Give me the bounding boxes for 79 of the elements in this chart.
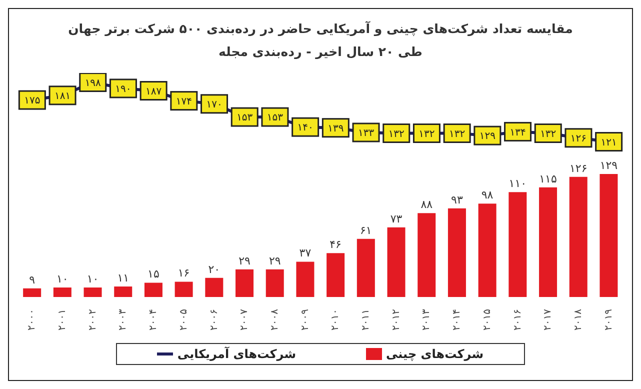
data-label: ۱۲۹ [600, 159, 618, 172]
data-label: ۱۵ [148, 268, 160, 281]
data-label: ۲۹ [238, 254, 251, 268]
chart-subtitle: طی ۲۰ سال اخیر - رده‌بندی مجله [218, 44, 424, 59]
x-tick-label: ۲۰۰۳ [118, 308, 129, 330]
legend-label: شرکت‌های آمریکایی [177, 347, 296, 361]
data-label: ۳۷ [299, 246, 312, 260]
data-label: ۱۳۴ [510, 127, 526, 138]
x-tick-label: ۲۰۱۲ [390, 309, 402, 330]
x-tick-label: ۲۰۱۴ [452, 309, 463, 330]
legend-label: شرکت‌های چینی [386, 347, 484, 361]
data-label: ۱۸۷ [146, 86, 162, 98]
x-tick-label: ۲۰۰۱ [57, 309, 68, 330]
bar [23, 288, 42, 297]
x-tick-label: ۲۰۱۸ [572, 308, 584, 330]
data-label: ۱۰ [86, 272, 99, 286]
data-label: ۱۳۳ [358, 128, 375, 140]
x-tick-label: ۲۰۱۹ [603, 309, 614, 330]
x-tick-label: ۲۰۰۲ [87, 309, 98, 330]
data-label: ۱۱۵ [539, 172, 557, 186]
bar [448, 208, 466, 297]
x-tick-label: ۲۰۱۳ [421, 308, 432, 330]
x-tick-label: ۲۰۱۷ [542, 308, 554, 330]
x-tick-label: ۲۰۰۷ [239, 308, 250, 330]
bar [266, 269, 284, 297]
data-label: ۱۹۰ [115, 84, 132, 95]
data-label: ۱۰ [56, 272, 68, 286]
bar [53, 287, 72, 297]
data-label: ۱۸۱ [54, 90, 71, 102]
data-label: ۱۱ [117, 272, 130, 285]
data-label: ۱۲۹ [479, 131, 496, 142]
data-label: ۱۲۶ [570, 162, 588, 175]
bar [478, 204, 496, 297]
data-label: ۹۳ [451, 193, 463, 206]
data-label: ۱۲۱ [600, 137, 617, 148]
bar [508, 192, 527, 297]
data-label: ۱۷۴ [176, 96, 192, 108]
x-tick-label: ۲۰۰۵ [178, 309, 190, 330]
data-label: ۲۰ [208, 262, 220, 276]
data-label: ۱۷۰ [206, 99, 222, 110]
data-label: ۴۶ [330, 238, 342, 252]
x-tick-label: ۲۰۰۰ [26, 309, 38, 330]
bar [326, 253, 345, 297]
data-label: ۸۸ [420, 198, 433, 212]
bar [174, 282, 193, 297]
bar [236, 269, 254, 297]
x-tick-label: ۲۰۱۱ [360, 309, 372, 330]
bar [296, 262, 314, 297]
chart-title: مقایسه تعداد شرکت‌های چینی و آمریکایی حاضر در رده‌بندی ۵۰۰ شرکت برتر جهان [67, 21, 574, 36]
data-label: ۱۵۳ [266, 112, 284, 124]
data-label: ۱۳۹ [328, 123, 344, 134]
data-label: ۱۲۶ [570, 133, 587, 144]
data-label: ۹ [29, 273, 36, 286]
bar [418, 213, 436, 297]
bar [205, 278, 224, 297]
bar [356, 238, 375, 297]
x-tick-label: ۲۰۱۶ [512, 309, 524, 330]
data-label: ۱۷۵ [24, 96, 40, 107]
x-tick-label: ۲۰۱۰ [330, 309, 342, 330]
data-label: ۱۴۰ [297, 122, 314, 134]
x-tick-label: ۲۰۱۵ [482, 309, 493, 330]
bar [387, 227, 406, 297]
data-label: ۶۱ [360, 224, 372, 237]
data-label: ۲۹ [268, 254, 281, 268]
bar [114, 286, 132, 297]
x-tick-label: ۲۰۰۴ [148, 309, 160, 330]
data-label: ۷۳ [390, 212, 402, 226]
x-tick-label: ۲۰۰۸ [269, 308, 280, 330]
bar [600, 174, 618, 297]
x-tick-label: ۲۰۰۶ [208, 309, 220, 330]
x-tick-label: ۲۰۰۹ [300, 309, 311, 330]
data-label: ۱۵۳ [236, 112, 254, 124]
data-label: ۱۶ [178, 266, 190, 280]
bar [569, 176, 588, 297]
bar [539, 187, 558, 297]
data-label: ۹۸ [481, 188, 494, 202]
bar [144, 282, 162, 297]
data-label: ۱۱۰ [508, 177, 527, 190]
bar [84, 287, 102, 297]
